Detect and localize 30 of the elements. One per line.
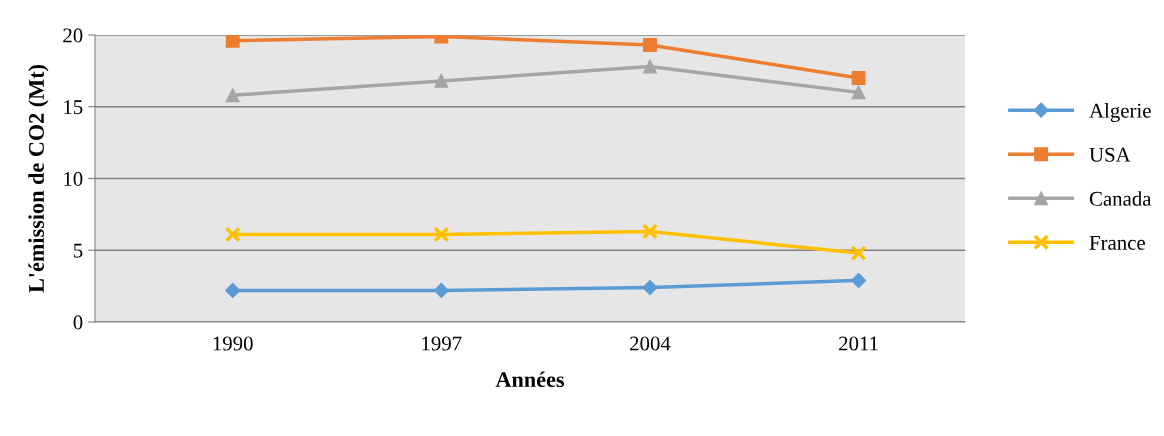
y-tick-label: 10 [64,171,83,186]
point [433,226,450,243]
legend-label: USA [1089,147,1131,162]
point [851,85,866,100]
point [850,245,867,262]
point [643,59,657,74]
y-tick-label: 20 [63,28,83,43]
x-tick-label: 2011 [839,336,878,351]
legend-label: Algerie [1089,103,1151,123]
point [851,272,867,288]
point [851,71,866,85]
y-tick-label: 15 [64,100,83,115]
x-tick-label: 1990 [213,336,253,351]
legend-label: Canada [1089,191,1152,206]
legend-label: France [1089,235,1145,250]
point [434,73,449,88]
y-axis-title: L'émission de CO2 (Mt) [28,64,49,293]
point [225,282,241,299]
x-tick-label: 1997 [422,336,462,351]
point [225,88,240,103]
point [641,223,658,240]
x-axis-title: Années [495,371,565,388]
point [433,282,449,299]
y-tick-label: 5 [73,243,83,258]
x-tick-label: 2004 [630,336,671,351]
point [643,38,657,52]
point [224,226,241,243]
point [642,279,658,296]
y-tick-label: 0 [73,315,83,330]
point [225,35,240,48]
